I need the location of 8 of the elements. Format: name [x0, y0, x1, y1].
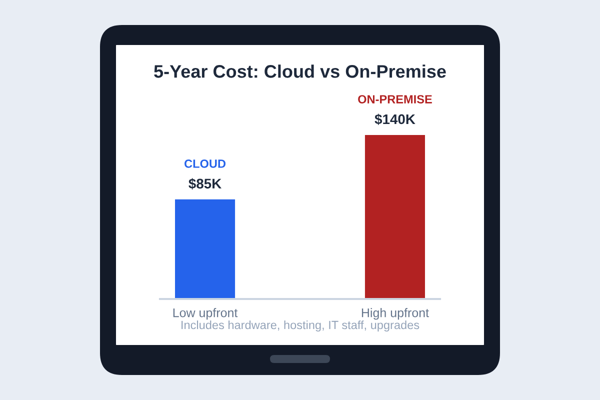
- x-tick-label: Low upfront: [173, 308, 238, 320]
- data-label: $140K: [374, 114, 416, 126]
- text: ON-PREMISE: [358, 95, 432, 104]
- data-label: $85K: [188, 178, 222, 190]
- text: CLOUD: [184, 160, 226, 168]
- x-tick-label: High upfront: [362, 308, 429, 320]
- text: Includes hardware, hosting, IT staff, upgrades: [182, 320, 420, 332]
- chart-title: 5-Year Cost: Cloud vs On-Premise: [154, 64, 446, 78]
